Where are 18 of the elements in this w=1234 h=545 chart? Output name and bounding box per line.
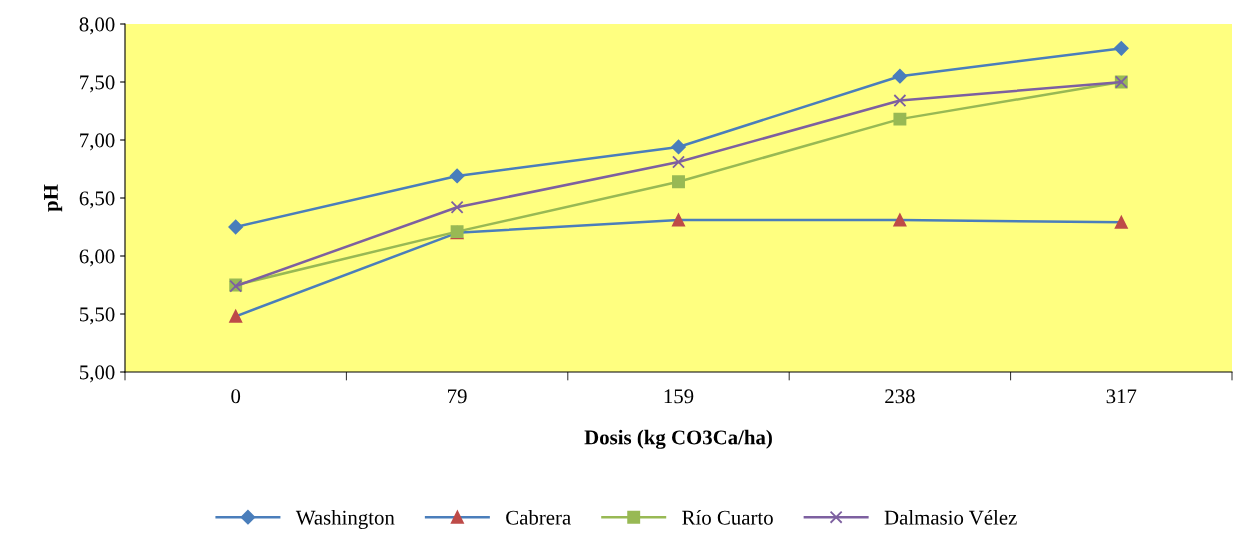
x-tick-label: 238 xyxy=(885,389,915,404)
y-tick-label: 6,00 xyxy=(79,249,115,267)
y-tick-label: 6,50 xyxy=(79,191,115,209)
x-axis-title: Dosis (kg CO3Ca/ha) xyxy=(584,429,772,449)
y-tick-label: 5,00 xyxy=(80,365,115,383)
legend-label: Washington xyxy=(295,510,395,529)
y-tick-label: 5,50 xyxy=(80,307,115,325)
y-axis-title: pH xyxy=(44,184,63,212)
legend-label: Dalmasio Vélez xyxy=(884,509,1017,525)
x-tick-label: 79 xyxy=(448,389,467,404)
y-tick-label: 7,00 xyxy=(80,133,115,151)
x-tick-label: 0 xyxy=(231,389,241,404)
legend-label: Cabrera xyxy=(506,510,571,525)
legend-label: Río Cuarto xyxy=(682,509,773,525)
y-tick-label: 7,50 xyxy=(80,75,115,93)
x-tick-label: 317 xyxy=(1106,389,1137,404)
x-tick-label: 159 xyxy=(664,389,694,404)
y-tick-label: 8,00 xyxy=(79,17,115,35)
